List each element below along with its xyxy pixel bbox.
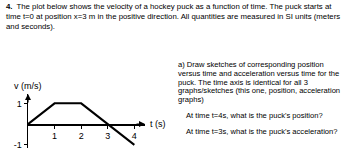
- html-text:a) Draw sketches of correspond: a) Draw sketches of corresponding positi…: [178, 60, 341, 105]
- svg-text:4: 4: [132, 131, 137, 141]
- svg-text:v (m/s): v (m/s): [14, 81, 42, 91]
- svg-text:3: 3: [105, 131, 110, 141]
- svg-text:2: 2: [79, 131, 84, 141]
- svg-text:1: 1: [17, 99, 22, 109]
- svg-text:t (s): t (s): [150, 119, 166, 129]
- svg-text:-1: -1: [14, 140, 22, 150]
- html-text:4. The plot below shows the ve: 4. The plot below shows the velocity of …: [6, 2, 341, 31]
- svg-text:1: 1: [52, 131, 57, 141]
- html-text:At time t=3s, what is the puck: At time t=3s, what is the puck's acceler…: [186, 126, 338, 136]
- html-text:At time t=4s, what is the puck: At time t=4s, what is the puck's positio…: [186, 111, 323, 120]
